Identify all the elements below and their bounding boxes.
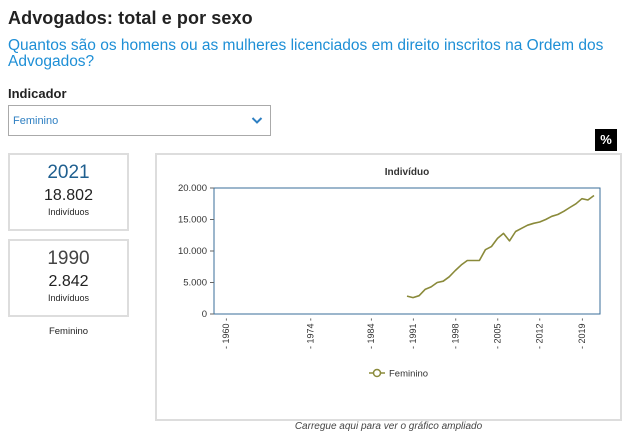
- legend-label: Feminino: [389, 369, 428, 380]
- page-title: Advogados: total e por sexo: [8, 8, 253, 28]
- stat-year: 1990: [47, 248, 90, 269]
- x-tick-label: - 1960 -: [221, 318, 231, 349]
- chart-title: Indivíduo: [385, 167, 429, 178]
- plot-area: [213, 187, 601, 315]
- percent-toggle-button[interactable]: %: [595, 129, 617, 151]
- stat-unit: Indivíduos: [47, 293, 90, 303]
- chevron-down-icon: [251, 117, 263, 124]
- page-subtitle: Quantos são os homens ou as mulheres lic…: [8, 37, 604, 70]
- stat-value: 2.842: [48, 273, 89, 290]
- legend-marker: [372, 368, 382, 378]
- line-chart: Indivíduo 0 5.000 10.000 15.000 20.000 - 1960 …: [178, 167, 601, 380]
- y-tick-label: 5.000: [183, 278, 207, 289]
- stat-value: 18.802: [44, 187, 93, 204]
- x-tick-label: - 1974 -: [306, 318, 316, 349]
- stat-card-earliest: 1990 2.842 Indivíduos: [8, 239, 129, 317]
- x-tick-label: - 2012 -: [535, 318, 545, 349]
- series-line-feminino: [406, 194, 595, 299]
- stats-caption: Feminino: [48, 326, 89, 337]
- y-tick-label: 10.000: [178, 246, 207, 257]
- indicator-selected-value: Feminino: [13, 115, 59, 127]
- indicator-select[interactable]: Feminino: [8, 105, 271, 136]
- x-tick-label: - 1991 -: [408, 318, 418, 349]
- y-tick-label: 20.000: [178, 183, 207, 194]
- stat-year: 2021: [47, 162, 90, 183]
- chart-container[interactable]: Indivíduo 0 5.000 10.000 15.000 20.000 - 1960 …: [155, 153, 622, 421]
- y-tick-label: 0: [202, 309, 207, 320]
- stat-unit: Indivíduos: [47, 207, 90, 217]
- y-tick-label: 15.000: [178, 215, 207, 226]
- x-tick-label: - 1984 -: [366, 318, 376, 349]
- x-tick-label: - 2005 -: [492, 318, 502, 349]
- enlarge-chart-link[interactable]: Carregue aqui para ver o gráfico ampliad…: [294, 421, 483, 432]
- x-tick-label: - 2019 -: [577, 318, 587, 349]
- indicator-label: Indicador: [8, 86, 67, 101]
- x-tick-label: - 1998 -: [450, 318, 460, 349]
- stat-card-latest: 2021 18.802 Indivíduos: [8, 153, 129, 231]
